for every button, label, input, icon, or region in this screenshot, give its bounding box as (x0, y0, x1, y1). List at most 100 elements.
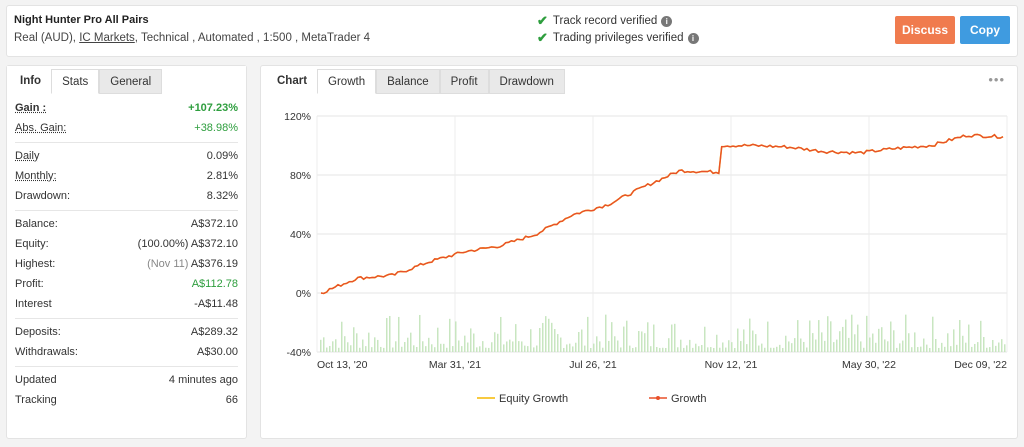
broker-link[interactable]: IC Markets (79, 32, 135, 44)
activity-bar (470, 328, 472, 352)
activity-bar (479, 346, 481, 352)
monthly-label[interactable]: Monthly: (15, 170, 57, 182)
more-options-icon[interactable]: ••• (988, 72, 1005, 87)
activity-bar (776, 346, 778, 352)
activity-bar (623, 326, 625, 352)
activity-bar (545, 316, 547, 352)
activity-bar (395, 341, 397, 352)
activity-bar (578, 332, 580, 352)
activity-bar (611, 322, 613, 352)
activity-bar (533, 347, 535, 352)
equity-label: Equity: (15, 238, 49, 250)
activity-bar (443, 343, 445, 352)
tab-info[interactable]: Info (10, 69, 52, 94)
activity-bar (737, 328, 739, 352)
tab-stats[interactable]: Stats (51, 69, 100, 94)
legend-growth-label: Growth (671, 393, 706, 405)
activity-bar (824, 340, 826, 352)
activity-bar (371, 347, 373, 352)
copy-button[interactable]: Copy (960, 16, 1010, 44)
activity-bar (392, 347, 394, 352)
activity-bar (359, 347, 361, 352)
activity-bar (509, 339, 511, 352)
activity-bar (881, 327, 883, 352)
activity-bar (548, 318, 550, 352)
activity-bar (815, 339, 817, 352)
activity-bar (692, 347, 694, 352)
equity-row: Equity: (100.00%) A$372.10 (15, 234, 238, 254)
y-tick-label: -40% (286, 347, 311, 359)
gain-label[interactable]: Gain : (15, 102, 47, 114)
activity-bar (746, 344, 748, 352)
activity-bar (998, 342, 1000, 352)
activity-bar (563, 347, 565, 352)
abs-gain-label[interactable]: Abs. Gain: (15, 122, 67, 134)
activity-bar (464, 335, 466, 352)
y-tick-label: 40% (290, 229, 311, 241)
tab-chart[interactable]: Chart (267, 69, 318, 94)
highest-date: (Nov 11) (147, 258, 189, 270)
monthly-row: Monthly: 2.81% (15, 166, 238, 186)
activity-bar (821, 332, 823, 352)
track-record-label: Track record verified (552, 15, 658, 27)
activity-bar (779, 344, 781, 352)
activity-bar (794, 338, 796, 352)
chart-tabs: Chart Growth Balance Profit Drawdown (261, 66, 1017, 94)
system-title: Night Hunter Pro All Pairs (14, 14, 149, 26)
activity-bar (689, 339, 691, 352)
activity-bar (974, 343, 976, 352)
activity-bar (686, 345, 688, 352)
activity-bar (863, 347, 865, 352)
activity-bar (356, 333, 358, 352)
activity-bar (326, 347, 328, 352)
check-icon: ✔ (537, 13, 548, 28)
activity-bar (653, 324, 655, 352)
activity-bar (608, 340, 610, 352)
activity-bar (452, 346, 454, 352)
activity-bar (908, 333, 910, 352)
discuss-button[interactable]: Discuss (895, 16, 955, 44)
activity-bar (833, 342, 835, 352)
updated-label: Updated (15, 374, 57, 386)
activity-bar (1001, 339, 1003, 352)
activity-bar (383, 347, 385, 352)
activity-bar (911, 347, 913, 352)
activity-bar (947, 333, 949, 352)
account-details: Real (AUD), IC Markets, Technical , Auto… (14, 32, 370, 44)
activity-bar (404, 342, 406, 352)
info-icon[interactable]: i (661, 15, 673, 27)
account-type: Real (AUD), (14, 32, 80, 44)
activity-bar (581, 329, 583, 352)
activity-bar (518, 341, 520, 352)
activity-bar (620, 347, 622, 352)
daily-label[interactable]: Daily (15, 150, 40, 162)
activity-bar (725, 347, 727, 352)
activity-bar (1004, 344, 1006, 352)
activity-bar (491, 342, 493, 352)
activity-bar (572, 346, 574, 352)
tab-profit[interactable]: Profit (439, 69, 489, 94)
info-icon[interactable]: i (687, 32, 699, 44)
tab-general[interactable]: General (99, 69, 163, 94)
equity-growth-line (320, 133, 1004, 295)
tab-balance[interactable]: Balance (376, 69, 440, 94)
activity-bar (992, 340, 994, 352)
activity-bar (848, 337, 850, 352)
activity-bar (416, 347, 418, 352)
stats-tabs: Info Stats General (7, 66, 246, 94)
tab-drawdown[interactable]: Drawdown (488, 69, 565, 94)
activity-bar (869, 337, 871, 352)
activity-bar (332, 341, 334, 352)
activity-bar (764, 347, 766, 352)
y-tick-label: 80% (290, 170, 311, 182)
activity-bar (698, 346, 700, 352)
activity-bar (674, 323, 676, 352)
activity-bar (596, 336, 598, 352)
activity-bar (965, 342, 967, 352)
activity-bar (839, 331, 841, 352)
activity-bar (584, 345, 586, 352)
tab-growth[interactable]: Growth (317, 69, 377, 94)
activity-bar (944, 346, 946, 352)
activity-bar (728, 340, 730, 352)
activity-bar (734, 347, 736, 352)
